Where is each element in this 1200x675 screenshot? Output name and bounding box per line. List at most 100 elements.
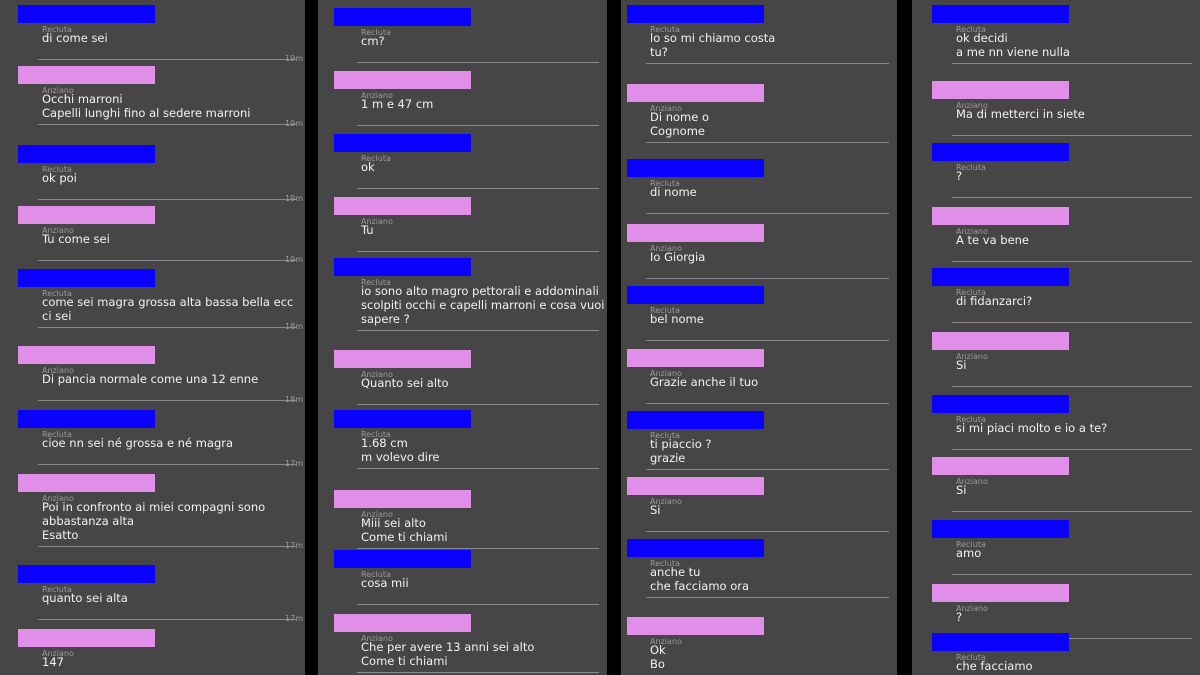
redaction-box bbox=[627, 617, 764, 635]
redaction-box bbox=[932, 207, 1069, 225]
sender-role: Anziano bbox=[42, 649, 74, 658]
redaction-box bbox=[334, 8, 471, 26]
message-text: scolpiti occhi e capelli marroni e cosa … bbox=[361, 298, 605, 312]
redaction-box bbox=[334, 197, 471, 215]
separator bbox=[38, 464, 297, 465]
sender-role: Anziano bbox=[42, 366, 74, 375]
timestamp: 19m bbox=[285, 54, 303, 63]
message-text: amo bbox=[956, 546, 982, 560]
message-text: Si bbox=[956, 358, 967, 372]
redaction-box bbox=[932, 457, 1069, 475]
chat-message: Recluta amo bbox=[912, 520, 1200, 584]
sender-role: Anziano bbox=[361, 510, 393, 519]
chat-column: Recluta di come sei 19m Anziano Occhi marron… bbox=[0, 0, 305, 675]
message-text: quanto sei alta bbox=[42, 591, 128, 605]
message-text: Di pancia normale come una 12 enne bbox=[42, 372, 259, 386]
separator bbox=[357, 125, 599, 126]
separator bbox=[952, 261, 1192, 262]
chat-message: Anziano A te va bene bbox=[912, 207, 1200, 271]
message-text: Bo bbox=[650, 657, 665, 671]
sender-role: Anziano bbox=[650, 104, 682, 113]
message-text: ci sei bbox=[42, 309, 72, 323]
separator bbox=[952, 638, 1192, 639]
chat-message: Recluta come sei magra grossa alta bassa … bbox=[0, 269, 305, 333]
redaction-box bbox=[18, 474, 155, 492]
chat-message: Anziano Si bbox=[912, 332, 1200, 396]
redaction-box bbox=[334, 71, 471, 89]
timestamp: 19m bbox=[285, 194, 303, 203]
sender-role: Recluta bbox=[42, 585, 72, 594]
chat-column: Recluta cm? Anziano 1 m e 47 cm Recluta ok Anz… bbox=[318, 0, 607, 675]
message-text: di fidanzarci? bbox=[956, 294, 1033, 308]
chat-message: Recluta cm? bbox=[318, 8, 607, 72]
message-text: ok bbox=[361, 160, 375, 174]
redaction-box bbox=[18, 629, 155, 647]
message-text: Io Giorgia bbox=[650, 250, 706, 264]
sender-role: Anziano bbox=[361, 370, 393, 379]
message-text: di nome bbox=[650, 185, 697, 199]
message-text: 147 bbox=[42, 655, 64, 669]
message-text: Ma di metterci in siete bbox=[956, 107, 1085, 121]
sender-role: Recluta bbox=[42, 289, 72, 298]
chat-message: Anziano Tu bbox=[318, 197, 607, 261]
redaction-box bbox=[18, 206, 155, 224]
chat-message: Recluta ok bbox=[318, 134, 607, 198]
sender-role: Anziano bbox=[956, 352, 988, 361]
chat-message: Recluta che facciamo bbox=[912, 633, 1200, 675]
chat-column: Recluta ok decidi a me nn viene nulla Anzia… bbox=[912, 0, 1200, 675]
redaction-box bbox=[627, 286, 764, 304]
timestamp: 17m bbox=[285, 614, 303, 623]
chat-message: Recluta? bbox=[912, 143, 1200, 207]
redaction-box bbox=[932, 81, 1069, 99]
separator bbox=[952, 574, 1192, 575]
sender-role: Recluta bbox=[956, 540, 986, 549]
redaction-box bbox=[334, 490, 471, 508]
separator bbox=[38, 124, 297, 125]
redaction-box bbox=[334, 410, 471, 428]
separator bbox=[357, 404, 599, 405]
message-text: Quanto sei alto bbox=[361, 376, 449, 390]
redaction-box bbox=[932, 520, 1069, 538]
redaction-box bbox=[18, 66, 155, 84]
chat-message: Recluta bel nome bbox=[621, 286, 897, 350]
separator bbox=[646, 213, 889, 214]
message-text: Che per avere 13 anni sei alto bbox=[361, 640, 535, 654]
separator bbox=[952, 197, 1192, 198]
sender-role: Recluta bbox=[42, 430, 72, 439]
chat-message: Recluta ok decidi a me nn viene nulla bbox=[912, 5, 1200, 69]
message-text: sapere ? bbox=[361, 312, 410, 326]
separator bbox=[357, 188, 599, 189]
sender-role: Anziano bbox=[361, 217, 393, 226]
chat-column: Recluta lo so mi chiamo costa tu? Anziano Di… bbox=[621, 0, 897, 675]
separator bbox=[952, 135, 1192, 136]
chat-message: Anziano? bbox=[912, 584, 1200, 648]
message-text: Tu bbox=[361, 223, 374, 237]
redaction-box bbox=[334, 614, 471, 632]
chat-message: Anziano Ma di metterci in siete bbox=[912, 81, 1200, 145]
separator bbox=[357, 548, 599, 549]
separator bbox=[646, 340, 889, 341]
chat-message: Recluta si mi piaci molto e io a te? bbox=[912, 395, 1200, 459]
separator bbox=[952, 511, 1192, 512]
message-text: Ok bbox=[650, 643, 666, 657]
message-text: a me nn viene nulla bbox=[956, 45, 1070, 59]
redaction-box bbox=[932, 332, 1069, 350]
message-text: ? bbox=[956, 610, 963, 624]
message-text: Grazie anche il tuo bbox=[650, 375, 759, 389]
redaction-box bbox=[18, 410, 155, 428]
redaction-box bbox=[627, 224, 764, 242]
separator bbox=[646, 278, 889, 279]
separator bbox=[646, 63, 889, 64]
chat-message: Recluta ti piaccio ? grazie bbox=[621, 411, 897, 475]
sender-role: Anziano bbox=[956, 101, 988, 110]
chat-message: Anziano Di nome o Cognome bbox=[621, 84, 897, 148]
redaction-box bbox=[334, 350, 471, 368]
message-text: Miii sei alto bbox=[361, 516, 426, 530]
redaction-box bbox=[18, 565, 155, 583]
redaction-box bbox=[627, 539, 764, 557]
message-text: cosa mii bbox=[361, 576, 409, 590]
message-text: lo so mi chiamo costa bbox=[650, 31, 776, 45]
redaction-box bbox=[932, 143, 1069, 161]
separator bbox=[38, 619, 297, 620]
redaction-box bbox=[627, 349, 764, 367]
